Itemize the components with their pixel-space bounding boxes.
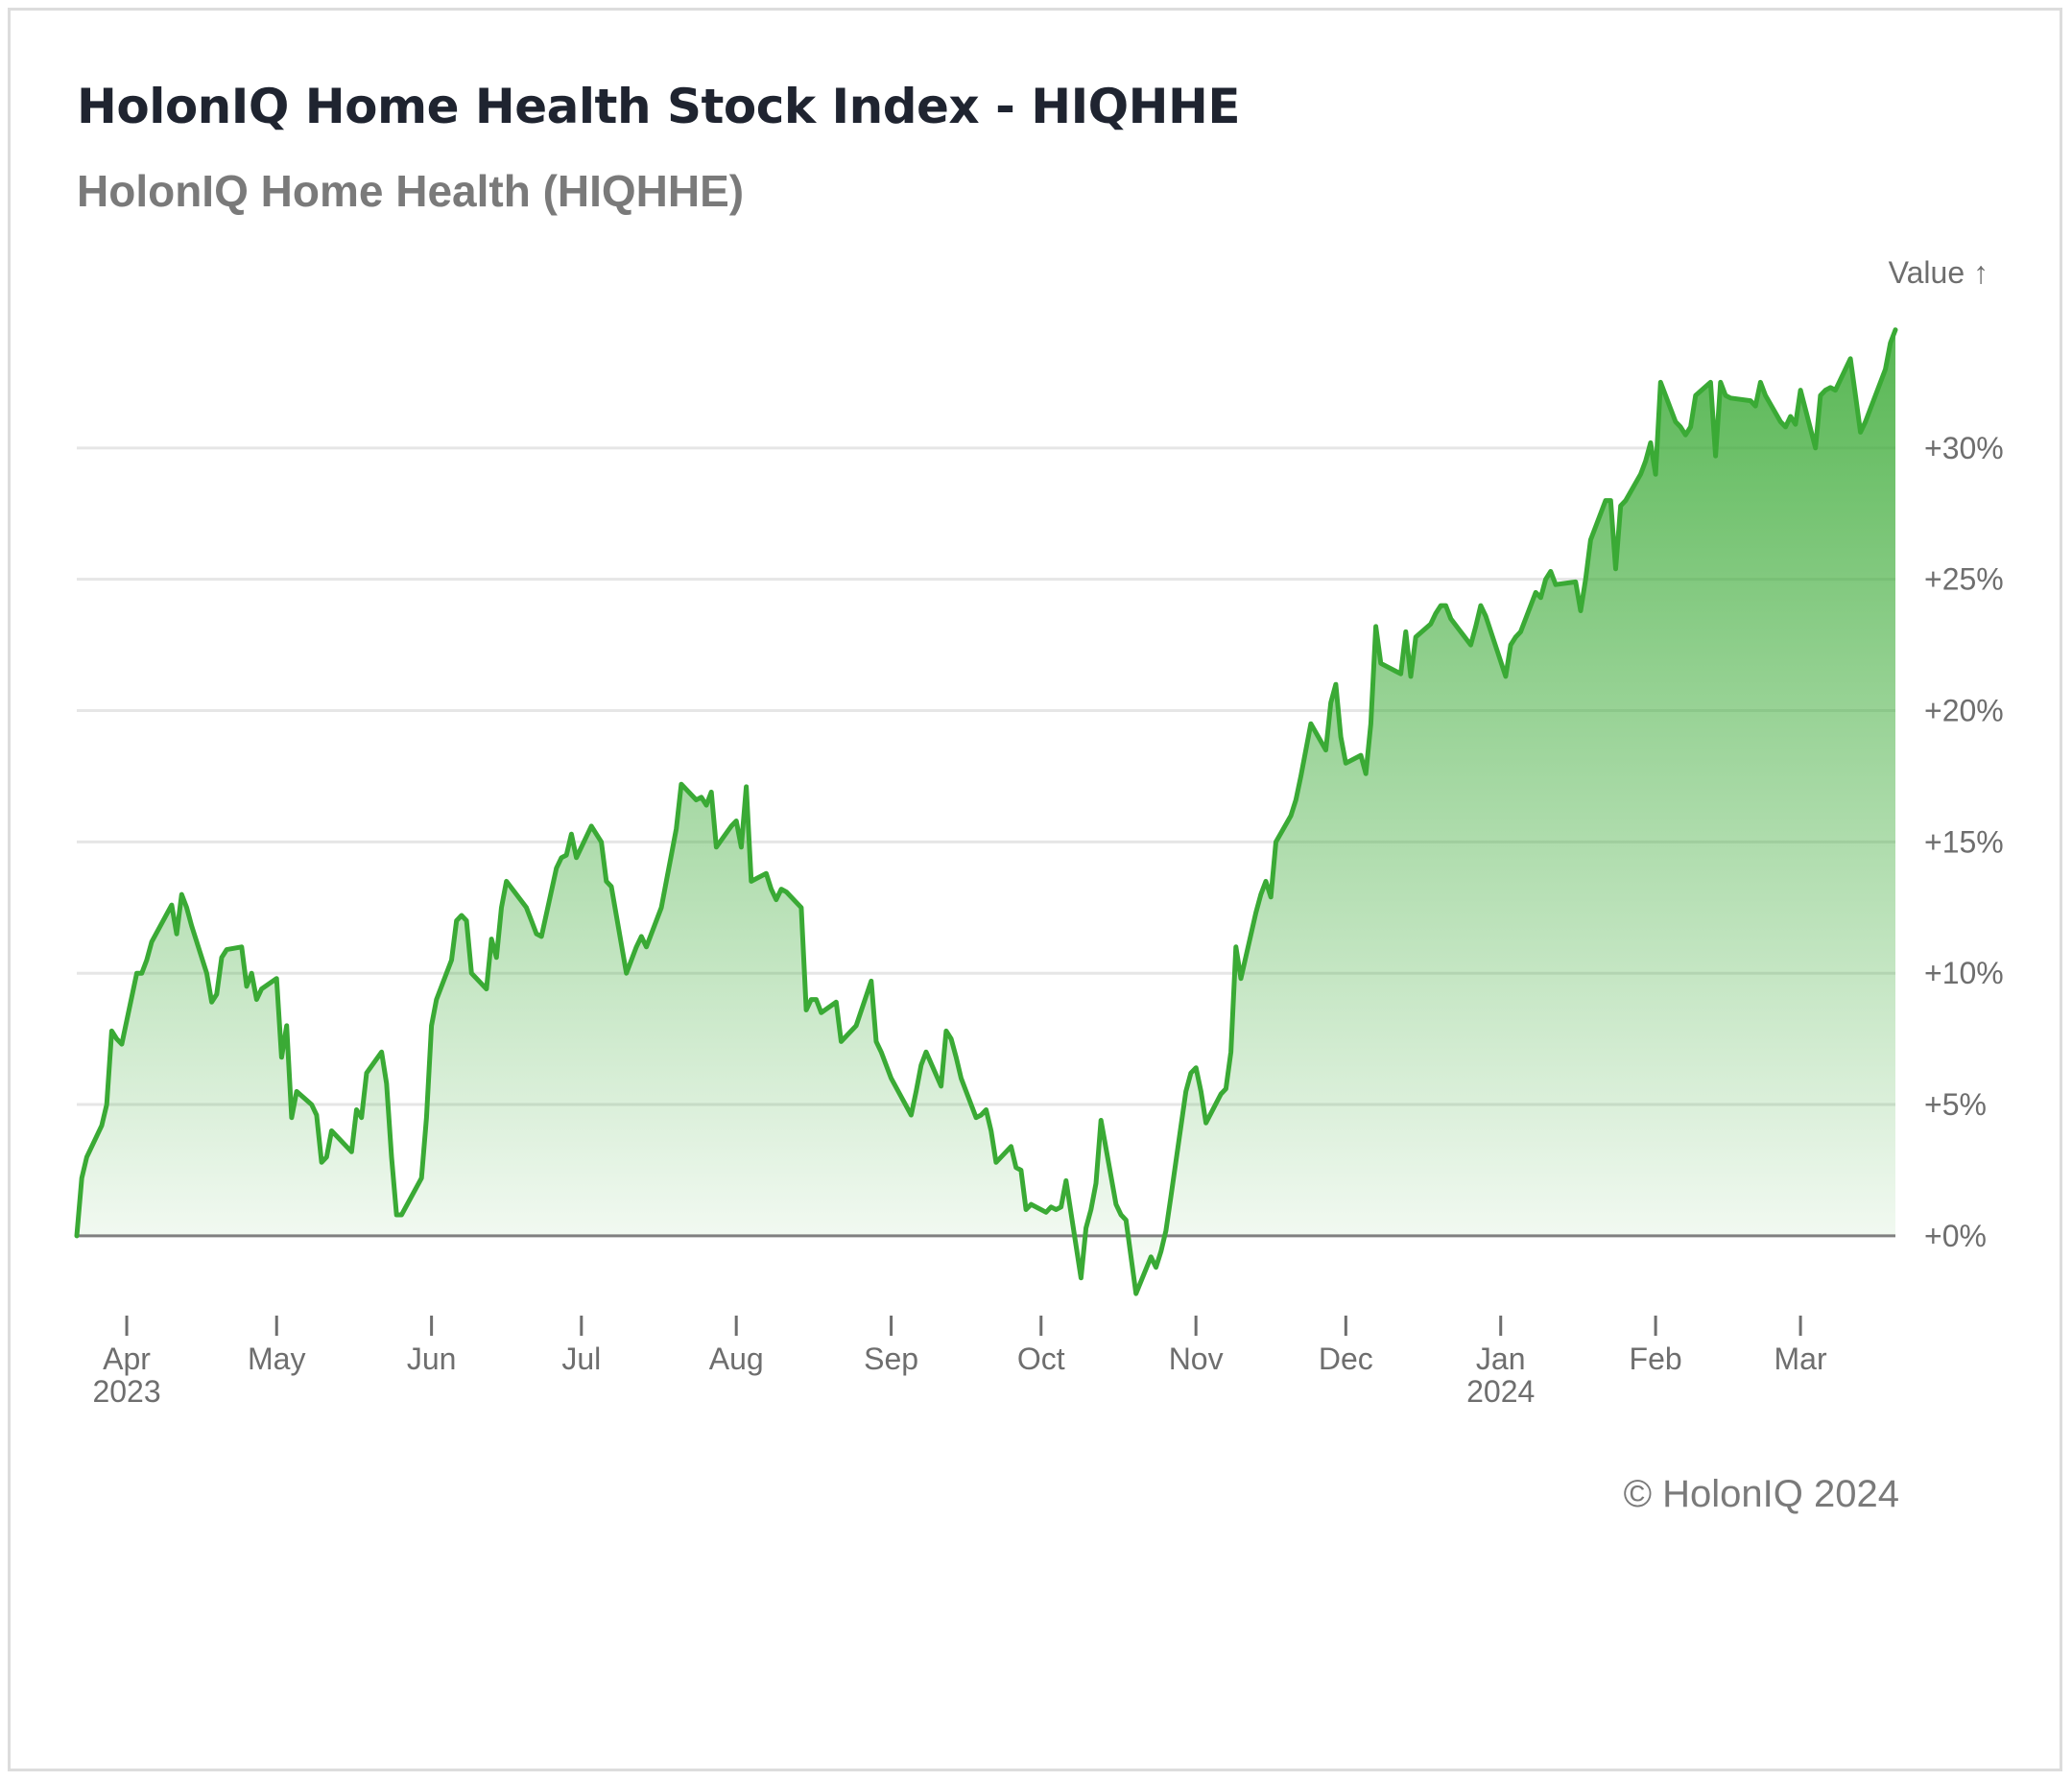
y-tick-label: +0%	[1924, 1219, 1987, 1253]
x-tick-label: Jun	[407, 1342, 457, 1376]
copyright: © HolonIQ 2024	[1623, 1473, 1899, 1515]
x-tick-label: Dec	[1319, 1342, 1373, 1376]
y-tick-label: +5%	[1924, 1087, 1987, 1122]
area-fill	[77, 329, 1895, 1294]
x-tick-label: Feb	[1630, 1342, 1682, 1376]
x-tick-label: Apr	[103, 1342, 151, 1376]
x-tick-label: Jan	[1476, 1342, 1526, 1376]
y-axis-label: Value ↑	[1889, 255, 1989, 290]
x-tick-year-label: 2023	[92, 1374, 160, 1409]
y-axis-ticks: +0% +5% +10% +15% +20% +25% +30%	[1924, 431, 2004, 1253]
y-tick-label: +20%	[1924, 694, 2004, 728]
y-tick-label: +25%	[1924, 562, 2004, 597]
y-tick-label: +15%	[1924, 824, 2004, 859]
x-tick-year-label: 2024	[1466, 1374, 1535, 1409]
x-tick-label: Mar	[1774, 1342, 1827, 1376]
y-tick-label: +10%	[1924, 956, 2004, 990]
y-tick-label: +30%	[1924, 431, 2004, 465]
x-tick-label: Sep	[864, 1342, 918, 1376]
chart-subtitle: HolonIQ Home Health (HIQHHE)	[77, 166, 745, 216]
x-tick-label: May	[248, 1342, 305, 1376]
x-tick-label: Aug	[709, 1342, 764, 1376]
data-points	[76, 329, 1896, 1294]
x-tick-label: Oct	[1017, 1342, 1065, 1376]
x-tick-label: Nov	[1169, 1342, 1224, 1376]
chart-title: HolonIQ Home Health Stock Index - HIQHHE	[77, 79, 1241, 134]
x-tick-label: Jul	[561, 1342, 601, 1376]
